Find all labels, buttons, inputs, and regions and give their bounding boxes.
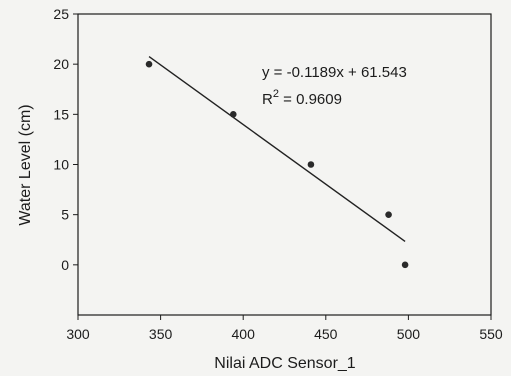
x-axis-ticks: 300 350 400 450 500 550 [66,315,503,342]
trendline-equation: y = -0.1189x + 61.543 [262,64,407,81]
data-point [145,60,153,68]
data-point [307,161,315,168]
y-tick-label: 25 [53,6,69,22]
y-axis-title: Water Level (cm) [17,104,34,225]
x-tick-label: 500 [397,326,421,342]
data-point [385,211,392,218]
y-tick-label: 20 [53,56,69,72]
plot-area [77,13,492,316]
r-squared-prefix: R [262,91,273,108]
x-tick-label: 400 [232,326,256,342]
trendline-group [148,55,406,243]
r-squared-superscript: 2 [273,88,279,100]
y-tick-label: 5 [61,207,69,223]
y-tick-label: 10 [53,157,69,173]
data-point [229,111,237,118]
data-points [145,60,409,269]
y-tick-label: 15 [53,106,69,122]
r-squared-value: = 0.9609 [279,91,342,108]
r-squared-label: R2 = 0.9609 [262,88,342,108]
y-tick-label: 0 [61,257,69,273]
trendline [148,55,406,243]
x-tick-label: 300 [66,326,90,342]
x-tick-label: 350 [149,326,173,342]
x-tick-label: 550 [479,326,503,342]
data-point [401,261,409,269]
x-axis-title: Nilai ADC Sensor_1 [214,355,356,372]
y-axis-ticks: 0 5 10 15 20 25 [53,6,78,273]
x-tick-label: 450 [314,326,338,342]
